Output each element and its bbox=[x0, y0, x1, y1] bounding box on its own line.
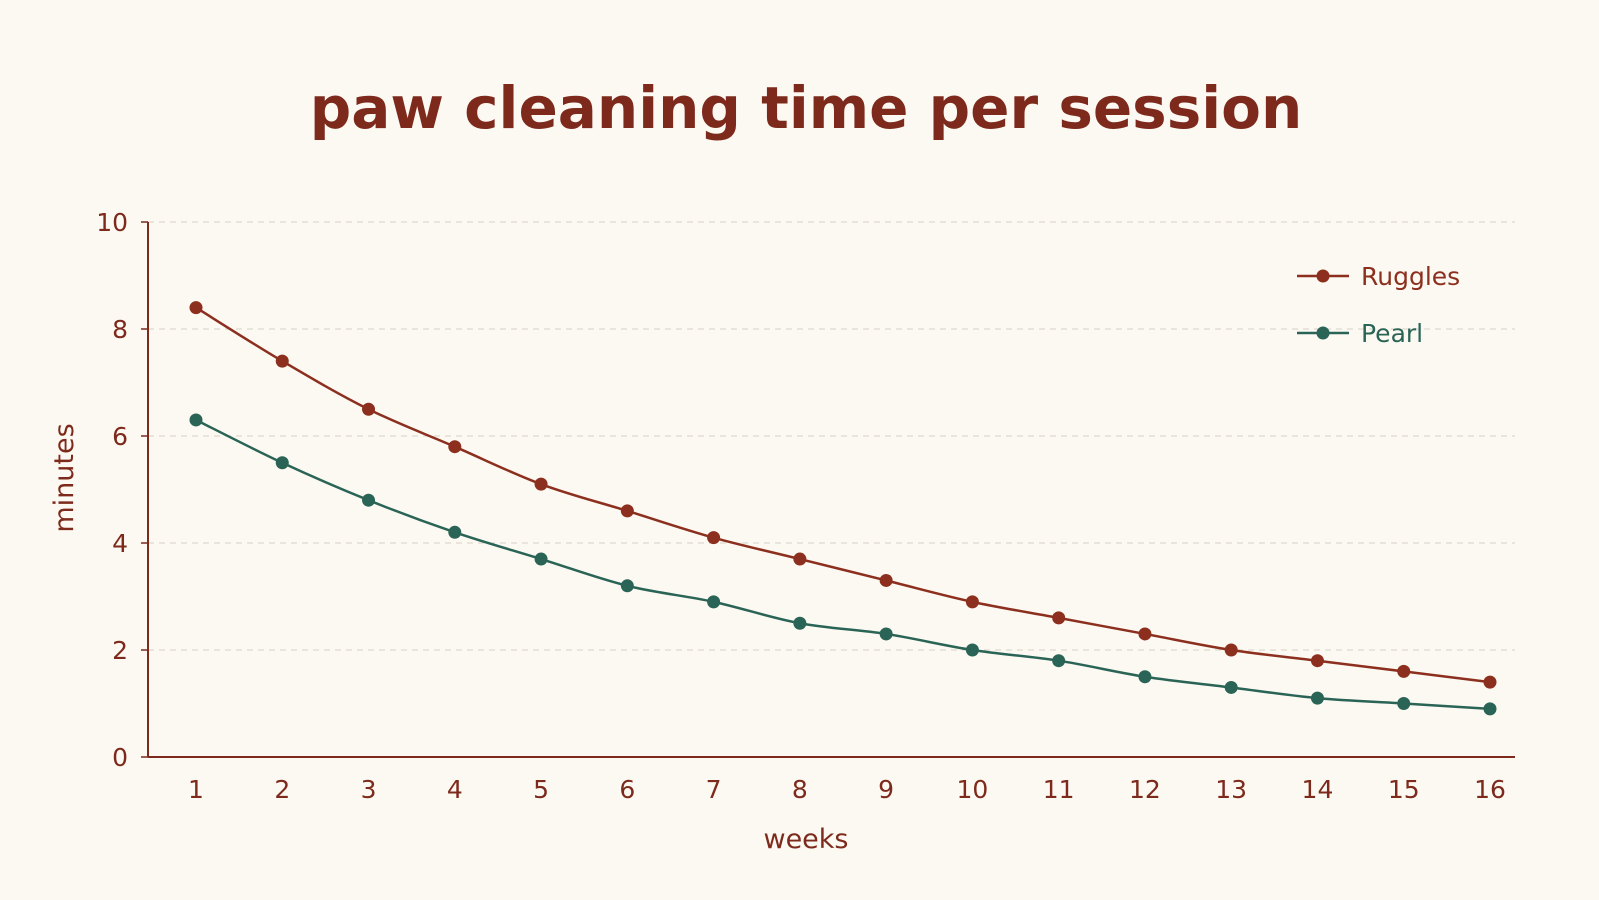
y-tick-label: 2 bbox=[112, 636, 128, 665]
y-tick-label: 4 bbox=[112, 529, 128, 558]
legend-swatch-marker-pearl bbox=[1316, 326, 1330, 340]
x-tick-label: 12 bbox=[1129, 775, 1161, 804]
data-point-ruggles bbox=[275, 354, 289, 368]
data-point-pearl bbox=[1310, 691, 1324, 705]
x-tick-label: 11 bbox=[1043, 775, 1075, 804]
y-tick-labels: 0 2 4 6 8 10 bbox=[96, 208, 128, 772]
legend-label-pearl: Pearl bbox=[1361, 319, 1423, 348]
axes bbox=[141, 221, 1515, 758]
y-axis-label: minutes bbox=[49, 423, 80, 532]
x-tick-labels: 1 2 3 4 5 6 7 8 9 10 11 12 13 14 15 16 bbox=[188, 775, 1506, 804]
x-tick-label: 13 bbox=[1215, 775, 1247, 804]
y-tick-label: 8 bbox=[112, 315, 128, 344]
grid-lines bbox=[148, 221, 1515, 651]
y-tick-label: 10 bbox=[96, 208, 128, 237]
data-point-ruggles bbox=[534, 477, 548, 491]
x-tick-label: 7 bbox=[706, 775, 722, 804]
x-tick-label: 8 bbox=[792, 775, 808, 804]
data-point-pearl bbox=[1483, 702, 1497, 716]
data-point-pearl bbox=[879, 627, 893, 641]
x-tick-label: 2 bbox=[274, 775, 290, 804]
series-pearl bbox=[189, 413, 1497, 716]
chart-title: paw cleaning time per session bbox=[310, 74, 1303, 142]
x-tick-label: 10 bbox=[956, 775, 988, 804]
data-point-ruggles bbox=[362, 402, 376, 416]
data-point-ruggles bbox=[1397, 664, 1411, 678]
data-point-pearl bbox=[448, 525, 462, 539]
data-point-pearl bbox=[965, 643, 979, 657]
data-point-pearl bbox=[1138, 670, 1152, 684]
x-tick-label: 15 bbox=[1388, 775, 1420, 804]
data-point-ruggles bbox=[879, 573, 893, 587]
series-ruggles bbox=[189, 301, 1497, 689]
data-point-ruggles bbox=[620, 504, 634, 518]
x-tick-label: 9 bbox=[878, 775, 894, 804]
legend-label-ruggles: Ruggles bbox=[1361, 262, 1460, 291]
data-point-pearl bbox=[534, 552, 548, 566]
data-point-ruggles bbox=[1483, 675, 1497, 689]
data-point-pearl bbox=[707, 595, 721, 609]
data-point-ruggles bbox=[1310, 654, 1324, 668]
x-tick-label: 16 bbox=[1474, 775, 1506, 804]
data-point-ruggles bbox=[1224, 643, 1238, 657]
data-point-pearl bbox=[1397, 697, 1411, 710]
data-point-pearl bbox=[620, 579, 634, 593]
data-point-ruggles bbox=[965, 595, 979, 609]
data-point-pearl bbox=[1224, 680, 1238, 694]
x-tick-label: 14 bbox=[1302, 775, 1334, 804]
x-tick-label: 5 bbox=[533, 775, 549, 804]
series-lines bbox=[189, 301, 1497, 716]
x-tick-label: 6 bbox=[619, 775, 635, 804]
x-tick-label: 3 bbox=[361, 775, 377, 804]
legend: Ruggles Pearl bbox=[1297, 262, 1460, 348]
data-point-pearl bbox=[1052, 654, 1066, 668]
y-tick-label: 6 bbox=[112, 422, 128, 451]
legend-swatch-marker-ruggles bbox=[1316, 269, 1330, 283]
y-tick-label: 0 bbox=[112, 743, 128, 772]
data-point-ruggles bbox=[189, 301, 203, 315]
data-point-ruggles bbox=[707, 531, 721, 545]
x-tick-label: 1 bbox=[188, 775, 204, 804]
x-axis-label: weeks bbox=[763, 824, 848, 855]
data-point-ruggles bbox=[793, 552, 807, 566]
series-line-pearl bbox=[195, 418, 1491, 711]
data-point-pearl bbox=[793, 616, 807, 630]
data-point-ruggles bbox=[448, 440, 462, 454]
data-point-pearl bbox=[362, 493, 376, 507]
data-point-pearl bbox=[275, 456, 289, 470]
data-point-pearl bbox=[189, 413, 203, 427]
data-point-ruggles bbox=[1052, 611, 1066, 625]
x-tick-label: 4 bbox=[447, 775, 463, 804]
series-line-ruggles bbox=[195, 306, 1491, 684]
data-point-ruggles bbox=[1138, 627, 1152, 641]
